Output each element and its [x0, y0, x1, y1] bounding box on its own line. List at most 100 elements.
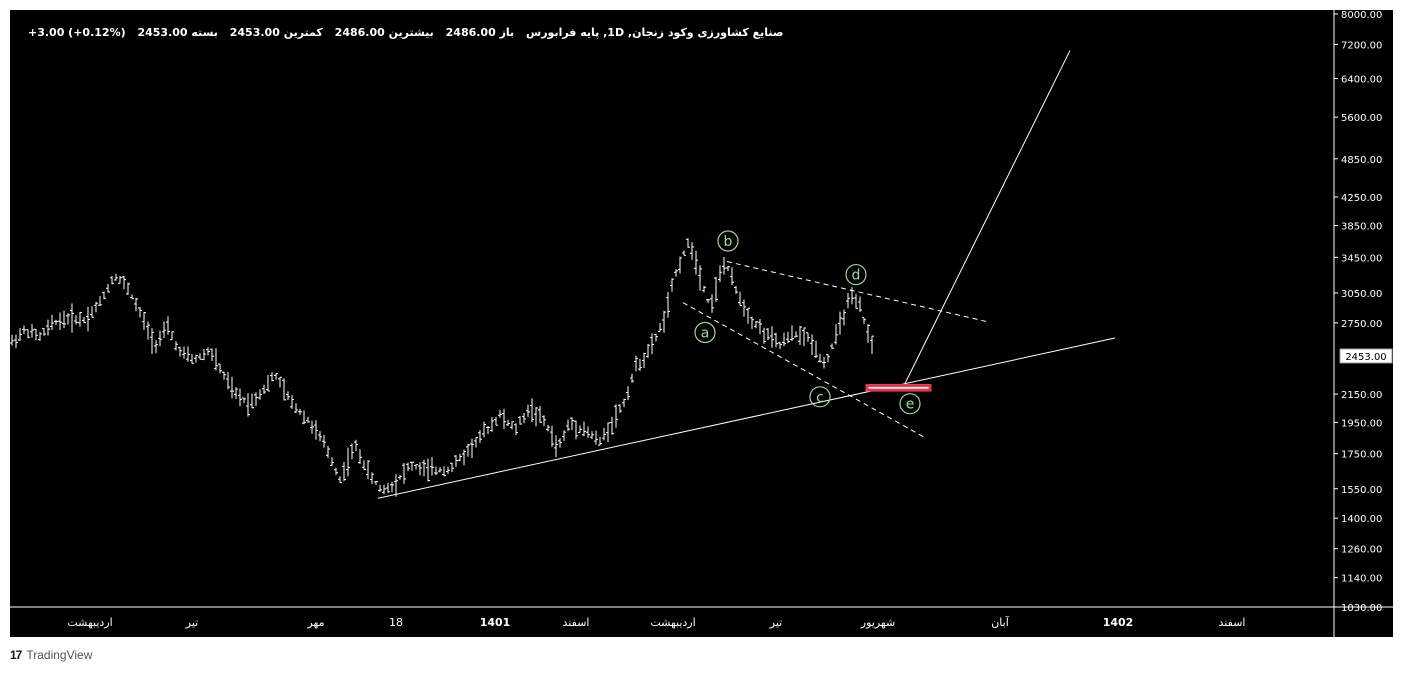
- ohlc-bar: [410, 461, 414, 471]
- ohlc-bar: [30, 323, 34, 338]
- x-tick-label: اردیبهشت: [67, 616, 112, 629]
- ohlc-bar: [690, 242, 694, 260]
- ohlc-bar: [394, 474, 398, 497]
- ohlc-bar: [650, 333, 654, 355]
- y-tick-label: 3450.00: [1341, 253, 1382, 264]
- legend-open: باز 2486.00: [445, 26, 515, 39]
- ohlc-bar: [102, 291, 106, 300]
- y-tick-label: 1950.00: [1341, 418, 1382, 429]
- ohlc-bar: [182, 346, 186, 359]
- ohlc-bar: [386, 482, 390, 493]
- ohlc-bar: [142, 312, 146, 330]
- x-tick-label: آبان: [991, 615, 1009, 629]
- ohlc-bar: [90, 306, 94, 318]
- ohlc-bar: [294, 403, 298, 414]
- wave-label-b: b: [724, 234, 733, 250]
- ohlc-bar: [758, 318, 762, 335]
- brand-name: TradingView: [26, 648, 93, 662]
- ohlc-bar: [778, 341, 782, 349]
- legend-change: +3.00 (+0.12%): [28, 26, 126, 39]
- ohlc-bar: [786, 331, 790, 344]
- y-tick-label: 3850.00: [1341, 222, 1382, 233]
- y-tick-label: 1400.00: [1341, 514, 1382, 525]
- ohlc-bar: [346, 447, 350, 477]
- ohlc-bar: [518, 416, 522, 425]
- ohlc-bar: [354, 439, 358, 452]
- dashed-channel-line[interactable]: [682, 302, 926, 439]
- x-tick-label: تیر: [769, 616, 782, 629]
- price-chart[interactable]: 8000.00 7200.00 6400.00 5600.00 4850.00 4250.…: [10, 10, 1393, 637]
- ohlc-bar: [754, 321, 758, 329]
- x-tick-label: 1401: [480, 616, 511, 629]
- ohlc-bar: [326, 445, 330, 458]
- ohlc-bar: [18, 327, 22, 341]
- ohlc-bar: [678, 256, 682, 274]
- ohlc-bar: [826, 354, 830, 363]
- target-zone-box[interactable]: [865, 383, 932, 392]
- ohlc-bar: [106, 283, 110, 293]
- ohlc-bar: [66, 313, 70, 325]
- ohlc-bar: [734, 285, 738, 295]
- ohlc-bar: [146, 321, 150, 340]
- ohlc-bar: [866, 324, 870, 343]
- ohlc-bar: [522, 412, 526, 424]
- ohlc-bar: [122, 275, 126, 290]
- ohlc-bar: [606, 422, 610, 443]
- ohlc-bar: [374, 480, 378, 485]
- ohlc-bar: [854, 293, 858, 309]
- ohlc-bar: [554, 435, 558, 458]
- ohlc-bar: [98, 296, 102, 306]
- ohlc-bar: [814, 340, 818, 359]
- x-tick-label: شهریور: [860, 616, 895, 629]
- ohlc-bar: [582, 421, 586, 437]
- wave-label-circle: [809, 386, 831, 408]
- ohlc-bar: [662, 310, 666, 333]
- ohlc-bar: [338, 476, 342, 484]
- ohlc-bar: [222, 371, 226, 380]
- ohlc-bar: [330, 457, 334, 466]
- ohlc-bar: [402, 463, 406, 484]
- ohlc-bar: [22, 325, 26, 335]
- y-tick-label: 7200.00: [1341, 40, 1382, 51]
- ohlc-bar: [266, 374, 270, 392]
- ohlc-bar: [94, 301, 98, 313]
- ohlc-bar: [570, 417, 574, 430]
- ohlc-bar: [54, 319, 58, 326]
- trend-line[interactable]: [377, 337, 1116, 499]
- ohlc-bar: [646, 344, 650, 358]
- chart-frame[interactable]: 8000.00 7200.00 6400.00 5600.00 4850.00 4250.…: [10, 10, 1393, 637]
- trend-line[interactable]: [902, 50, 1071, 388]
- ohlc-bar: [298, 408, 302, 415]
- y-tick-label: 1260.00: [1341, 545, 1382, 556]
- legend-low: کمترین 2453.00: [229, 26, 323, 39]
- ohlc-bar: [858, 296, 862, 312]
- tradingview-brand[interactable]: 17 TradingView: [10, 647, 92, 663]
- ohlc-bar: [822, 356, 826, 369]
- ohlc-bar: [322, 434, 326, 448]
- ohlc-bar: [62, 310, 66, 329]
- ohlc-bar: [770, 326, 774, 348]
- ohlc-bar: [514, 423, 518, 436]
- ohlc-bar: [494, 416, 498, 426]
- ohlc-bar: [74, 315, 78, 325]
- ohlc-bar: [150, 328, 154, 354]
- ohlc-bar: [478, 430, 482, 443]
- ohlc-bar: [422, 459, 426, 477]
- ohlc-bar: [138, 307, 142, 318]
- ohlc-bar: [162, 321, 166, 339]
- ohlc-bar: [790, 325, 794, 342]
- symbol-legend: صنایع کشاورزی وکود زنجان, 1D, پایه فرابو…: [28, 26, 791, 39]
- ohlc-bar: [574, 420, 578, 440]
- wave-label-a: a: [701, 326, 710, 342]
- ohlc-bar: [542, 415, 546, 427]
- ohlc-bar: [174, 341, 178, 351]
- ohlc-bar: [26, 329, 30, 339]
- y-tick-label: 8000.00: [1341, 10, 1382, 21]
- ohlc-bar: [682, 250, 686, 256]
- ohlc-bar: [258, 389, 262, 400]
- ohlc-bar: [838, 311, 842, 335]
- ohlc-bar: [470, 438, 474, 459]
- ohlc-bar: [634, 355, 638, 372]
- wave-label-circle: [845, 263, 867, 286]
- ohlc-bar: [270, 372, 274, 382]
